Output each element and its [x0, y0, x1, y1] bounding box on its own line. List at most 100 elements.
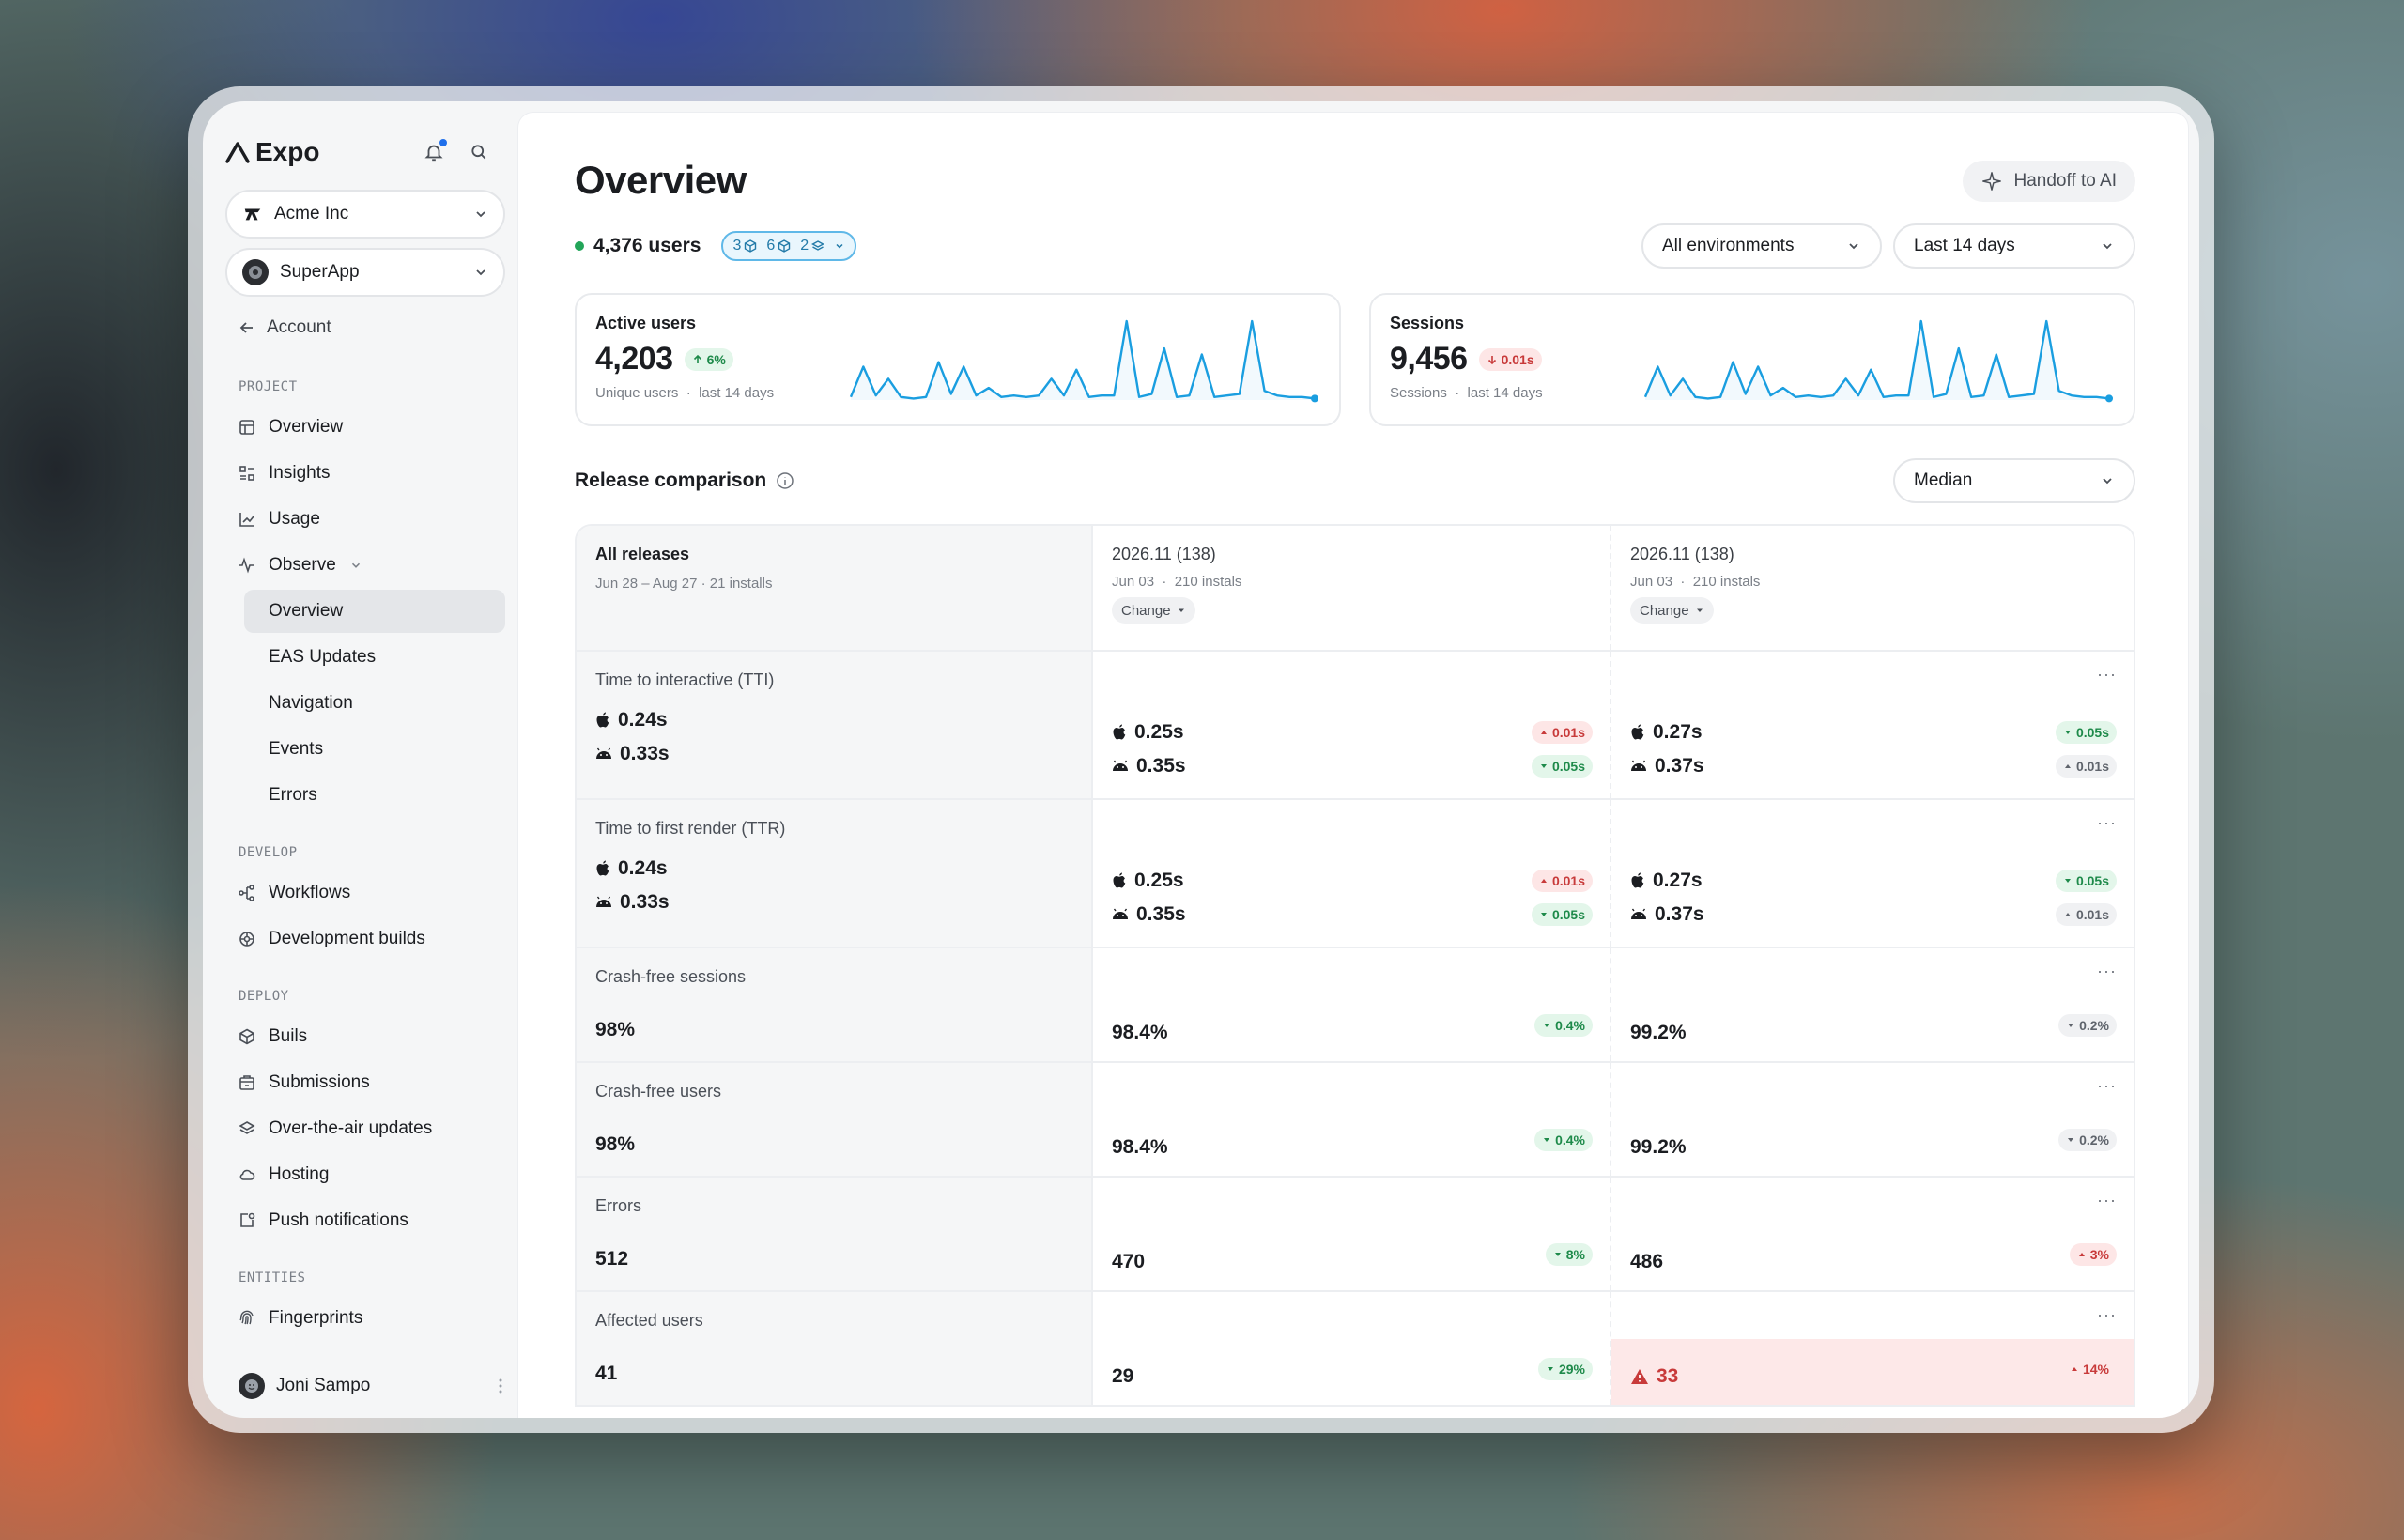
workflow-icon	[239, 885, 254, 901]
chevron-down-icon	[836, 243, 843, 249]
sidebar-item-builds[interactable]: Buils	[225, 1015, 505, 1058]
more-icon[interactable]: ···	[2097, 1076, 2117, 1095]
user-menu[interactable]: Joni Sampo	[239, 1360, 503, 1412]
sessions-sparkline	[1643, 319, 2113, 403]
apple-icon	[596, 860, 609, 876]
caret-up-icon	[2071, 1367, 2077, 1371]
sidebar-item-submissions[interactable]: Submissions	[225, 1061, 505, 1104]
table-row: Crash-free sessions 98% 98.4% 0.4% ··· 9…	[577, 948, 2134, 1063]
sidebar-item-observe[interactable]: Observe	[225, 544, 505, 587]
delta-value: 0.01s	[2075, 759, 2109, 774]
app-select[interactable]: SuperApp	[225, 248, 505, 297]
change-release-button[interactable]: Change	[1630, 597, 1714, 624]
sidebar-subitem-overview[interactable]: Overview	[244, 590, 505, 633]
metric-value: 4,203	[595, 341, 673, 377]
metric-delta: 6%	[706, 351, 726, 367]
bell-icon[interactable]	[423, 139, 447, 163]
caret-down-icon	[1547, 1367, 1553, 1371]
caret-down-icon	[1554, 1253, 1561, 1256]
search-icon[interactable]	[468, 141, 490, 163]
value-ios: 0.24s	[618, 857, 668, 879]
value-android: 0.35s	[1136, 903, 1186, 925]
platform-count-ios: 3	[732, 238, 742, 254]
handoff-ai-button[interactable]: Handoff to AI	[1963, 161, 2135, 202]
table-row: Time to first render (TTR) 0.24s 0.33s 0…	[577, 800, 2134, 948]
caret-up-icon	[1540, 731, 1547, 734]
value-android: 0.35s	[1136, 755, 1186, 777]
platform-count-other: 2	[800, 238, 809, 254]
more-icon[interactable]: ···	[2097, 962, 2117, 980]
section-develop: DEVELOP	[239, 845, 298, 860]
sidebar-item-label: Errors	[269, 785, 317, 805]
metric-label: Active users	[595, 314, 697, 332]
delta-badge: 0.4%	[1534, 1014, 1593, 1037]
expo-logo[interactable]: Expo	[225, 137, 319, 167]
activity-icon	[239, 557, 254, 574]
stat-select[interactable]: Median	[1893, 458, 2135, 503]
sidebar-item-label: Push notifications	[269, 1210, 408, 1230]
sidebar-item-push[interactable]: Push notifications	[225, 1199, 505, 1242]
column-date: Jun 03	[1112, 574, 1155, 590]
delta-value: 0.01s	[1551, 873, 1585, 888]
notification-dot	[439, 139, 447, 146]
chevron-down-icon	[2103, 478, 2112, 485]
change-release-button[interactable]: Change	[1112, 597, 1195, 624]
fingerprint-icon	[239, 1310, 254, 1325]
sidebar-subitem-navigation[interactable]: Navigation	[225, 682, 505, 725]
gear-icon	[239, 932, 254, 947]
users-count: 4,376 users	[575, 235, 701, 257]
main-content: Overview Handoff to AI 4,376 users 3 6 2…	[518, 113, 2188, 1418]
delta-badge: 8%	[1545, 1243, 1593, 1266]
platform-filter[interactable]: 3 6 2	[721, 231, 857, 261]
caret-down-icon	[1544, 1138, 1550, 1142]
sidebar-subitem-errors[interactable]: Errors	[225, 774, 505, 817]
delta-badge: 3%	[2069, 1243, 2117, 1266]
more-icon[interactable]: ···	[2097, 1191, 2117, 1209]
delta-badge: 0.05s	[2055, 721, 2117, 744]
sidebar-subitem-eas-updates[interactable]: EAS Updates	[225, 636, 505, 679]
android-icon	[1631, 908, 1646, 919]
delta-value: 0.4%	[1555, 1018, 1585, 1033]
more-icon[interactable]: ···	[2097, 813, 2117, 832]
sidebar-item-insights[interactable]: Insights	[225, 452, 505, 495]
value-ios: 0.25s	[1134, 721, 1184, 743]
row-label: Affected users	[595, 1311, 703, 1330]
sidebar-item-fingerprints[interactable]: Fingerprints	[225, 1297, 505, 1340]
sidebar-item-dev-builds[interactable]: Development builds	[225, 917, 505, 961]
table-row: Time to interactive (TTI) 0.24s 0.33s 0.…	[577, 652, 2134, 800]
sparkline-endpoint	[1311, 394, 1318, 403]
sidebar-item-ota-updates[interactable]: Over-the-air updates	[225, 1107, 505, 1150]
value-android: 0.37s	[1655, 755, 1704, 777]
metric-delta-badge: 0.01s	[1478, 347, 1542, 371]
sidebar-item-usage[interactable]: Usage	[225, 498, 505, 541]
change-label: Change	[1121, 602, 1171, 619]
active-users-card[interactable]: Active users 4,203 6% Unique users · las…	[575, 293, 1341, 426]
environment-select[interactable]: All environments	[1641, 223, 1882, 269]
row-value: 99.2%	[1630, 1136, 1687, 1158]
sidebar-item-label: Events	[269, 739, 324, 759]
delta-badge: 0.05s	[2055, 870, 2117, 892]
sidebar-item-label: Submissions	[269, 1072, 370, 1092]
date-range-select[interactable]: Last 14 days	[1893, 223, 2135, 269]
info-icon[interactable]	[776, 471, 794, 490]
apple-icon	[1113, 724, 1126, 740]
metric-delta-badge: 6%	[684, 347, 733, 371]
more-icon[interactable]: ···	[2097, 1305, 2117, 1324]
sidebar-item-workflows[interactable]: Workflows	[225, 871, 505, 915]
sessions-card[interactable]: Sessions 9,456 0.01s Sessions · last 14 …	[1369, 293, 2135, 426]
release-title-label: Release comparison	[575, 470, 767, 491]
more-icon[interactable]: ···	[2097, 665, 2117, 684]
org-select[interactable]: Acme Inc	[225, 190, 505, 239]
sidebar-item-overview[interactable]: Overview	[225, 406, 505, 449]
sidebar-item-hosting[interactable]: Hosting	[225, 1153, 505, 1196]
sidebar-item-label: Fingerprints	[269, 1308, 363, 1328]
metric-delta: 0.01s	[1501, 351, 1534, 367]
delta-value: 3%	[2089, 1247, 2109, 1262]
kebab-icon[interactable]	[498, 1378, 503, 1394]
column-date: Jun 03	[1630, 574, 1673, 590]
sidebar-subitem-events[interactable]: Events	[225, 728, 505, 771]
account-link[interactable]: Account	[225, 304, 518, 351]
chart-line-icon	[239, 513, 254, 527]
account-label: Account	[267, 317, 331, 337]
delta-value: 0.01s	[2075, 907, 2109, 922]
